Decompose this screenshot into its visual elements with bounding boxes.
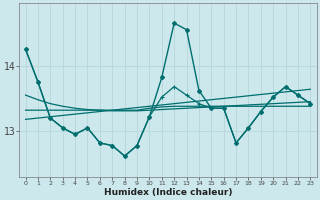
X-axis label: Humidex (Indice chaleur): Humidex (Indice chaleur) [104,188,232,197]
